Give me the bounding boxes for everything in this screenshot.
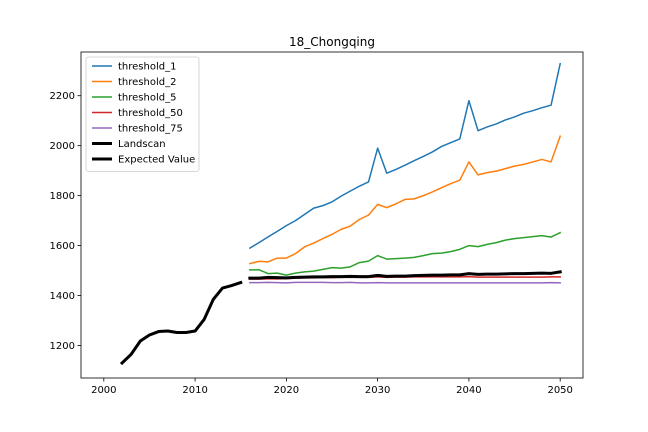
series-line-threshold-1 <box>248 62 562 250</box>
series-line-threshold-2 <box>248 135 562 265</box>
series-layer <box>119 62 562 366</box>
legend-label-threshold-1: threshold_1 <box>118 62 176 73</box>
x-tick-label: 2040 <box>456 385 481 396</box>
y-tick-label: 2200 <box>50 91 75 102</box>
chart-title: 18_Chongqing <box>289 35 375 49</box>
y-axis: 1200 1400 1600 1800 2000 2200 <box>50 91 81 352</box>
x-tick-label: 2020 <box>274 385 299 396</box>
legend-label-threshold-50: threshold_50 <box>118 108 183 119</box>
x-tick-label: 2050 <box>547 385 572 396</box>
x-tick-label: 2030 <box>365 385 390 396</box>
series-line-landscan <box>119 280 243 366</box>
x-tick-label: 2000 <box>91 385 116 396</box>
legend: threshold_1 threshold_2 threshold_5thresho… <box>85 56 200 172</box>
legend-label-threshold-75: threshold_75 <box>118 124 183 135</box>
legend-label-threshold-5: threshold_5 <box>118 93 176 104</box>
y-tick-label: 1200 <box>50 341 75 352</box>
series-line-expected-value <box>248 270 562 280</box>
legend-label-expected-value: Expected Value <box>118 155 195 166</box>
y-tick-label: 2000 <box>50 141 75 152</box>
x-axis: 2000 2010 2020 2030 2040 2050 <box>91 378 573 396</box>
series-line-threshold-75 <box>249 281 561 284</box>
series-line-threshold-5 <box>249 231 562 276</box>
legend-label-landscan: Landscan <box>118 139 166 150</box>
legend-label-threshold-2: threshold_2 <box>118 77 176 88</box>
y-tick-label: 1800 <box>50 191 75 202</box>
axes-frame <box>80 51 584 379</box>
y-tick-label: 1600 <box>50 241 75 252</box>
legend-box <box>85 56 200 172</box>
y-tick-label: 1400 <box>50 291 75 302</box>
x-tick-label: 2010 <box>182 385 207 396</box>
